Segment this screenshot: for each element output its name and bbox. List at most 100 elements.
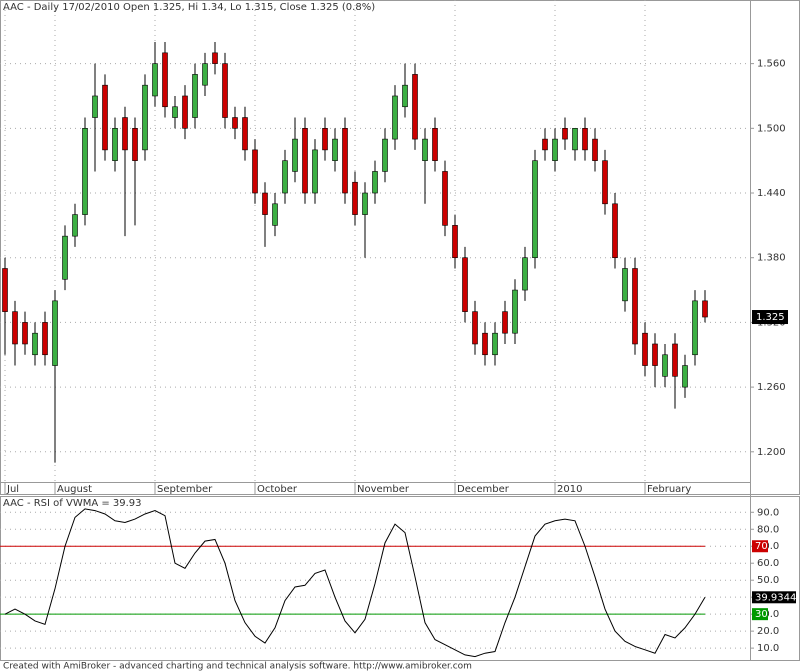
candle-body	[332, 138, 338, 161]
candle-body	[252, 149, 258, 194]
price-pane	[0, 0, 800, 495]
candle-body	[132, 128, 138, 161]
candle-body	[502, 311, 508, 334]
candle-body	[592, 138, 598, 161]
candle-body	[92, 95, 98, 118]
value-badge	[752, 591, 796, 604]
y-tick-label: 80.0	[757, 524, 779, 535]
candle-body	[42, 322, 48, 356]
candle-body	[632, 268, 638, 345]
candle-body	[482, 332, 488, 356]
y-tick-label: 50.0	[757, 575, 779, 586]
rsi-title: AAC - RSI of VWMA = 39.93	[3, 498, 142, 509]
y-tick-label: 1.200	[757, 447, 786, 458]
candle-body	[212, 52, 218, 64]
x-tick-label: October	[257, 484, 298, 495]
candle-body	[552, 138, 558, 161]
level-badge	[752, 540, 768, 553]
candle-body	[492, 332, 498, 356]
candle-body	[452, 225, 458, 259]
x-tick-label: 2010	[557, 484, 582, 495]
x-tick-label: August	[57, 484, 92, 495]
x-tick-label: February	[647, 484, 691, 495]
candle-body	[352, 181, 358, 215]
candle-body	[702, 300, 708, 318]
candle-body	[472, 311, 478, 345]
y-tick-label: 20.0	[757, 626, 779, 637]
candle-body	[322, 128, 328, 151]
candle-body	[202, 63, 208, 86]
candle-body	[432, 128, 438, 161]
candle-body	[412, 74, 418, 140]
candle-body	[52, 300, 58, 366]
candle-body	[662, 354, 668, 377]
level-badge-label: 30	[755, 609, 768, 620]
candle-body	[72, 214, 78, 237]
candle-body	[522, 257, 528, 291]
candle-body	[382, 138, 388, 172]
candle-body	[582, 128, 588, 151]
candle-body	[532, 160, 538, 259]
y-tick-label: 1.440	[757, 188, 786, 199]
candle-body	[122, 117, 128, 151]
candle-body	[602, 160, 608, 205]
candle-body	[442, 171, 448, 226]
candle-body	[172, 106, 178, 118]
level-badge	[752, 608, 768, 621]
price-badge-label: 1.325	[756, 312, 785, 323]
price-badge	[752, 310, 788, 325]
candle-body	[462, 257, 468, 312]
value-badge-label: 39.9344	[755, 592, 796, 603]
candle-body	[422, 138, 428, 161]
y-tick-label: 10.0	[757, 643, 779, 654]
candle-body	[82, 128, 88, 215]
candle-body	[262, 192, 268, 215]
candle-body	[242, 117, 248, 151]
x-tick-label: November	[357, 484, 410, 495]
y-tick-label: 70.0	[757, 541, 779, 552]
rsi-pane	[0, 496, 800, 661]
candle-body	[642, 332, 648, 366]
level-badge-label: 70	[755, 541, 768, 552]
candle-body	[2, 268, 8, 312]
candle-body	[272, 203, 278, 226]
x-tick-label: September	[157, 484, 213, 495]
candle-body	[542, 138, 548, 151]
candle-body	[402, 84, 408, 108]
candle-body	[282, 160, 288, 194]
candle-body	[622, 268, 628, 302]
candle-body	[652, 343, 658, 366]
candle-body	[112, 128, 118, 161]
candle-body	[292, 138, 298, 172]
y-tick-label: 60.0	[757, 558, 779, 569]
candle-body	[682, 365, 688, 388]
candle-body	[12, 311, 18, 345]
footer: Created with AmiBroker - advanced charti…	[3, 662, 472, 671]
candle-body	[62, 235, 68, 280]
y-tick-label: 90.0	[757, 507, 779, 518]
candle-body	[22, 322, 28, 345]
y-tick-label: 1.500	[757, 123, 786, 134]
candle-body	[162, 52, 168, 108]
candle-body	[222, 63, 228, 118]
candle-body	[192, 74, 198, 118]
candle-body	[102, 84, 108, 151]
candle-body	[392, 95, 398, 140]
candle-body	[572, 128, 578, 151]
y-tick-label: 1.560	[757, 59, 786, 70]
candle-body	[182, 95, 188, 129]
candle-body	[142, 84, 148, 151]
candle-body	[372, 171, 378, 194]
y-tick-label: 1.260	[757, 382, 786, 393]
candle-body	[342, 128, 348, 194]
candle-body	[692, 300, 698, 356]
candle-body	[672, 343, 678, 377]
candle-body	[562, 128, 568, 140]
x-tick-label: December	[457, 484, 510, 495]
y-tick-label: 1.380	[757, 253, 786, 264]
candle-body	[612, 203, 618, 259]
y-tick-label: 30.0	[757, 609, 779, 620]
candle-body	[302, 128, 308, 194]
candle-body	[32, 332, 38, 356]
